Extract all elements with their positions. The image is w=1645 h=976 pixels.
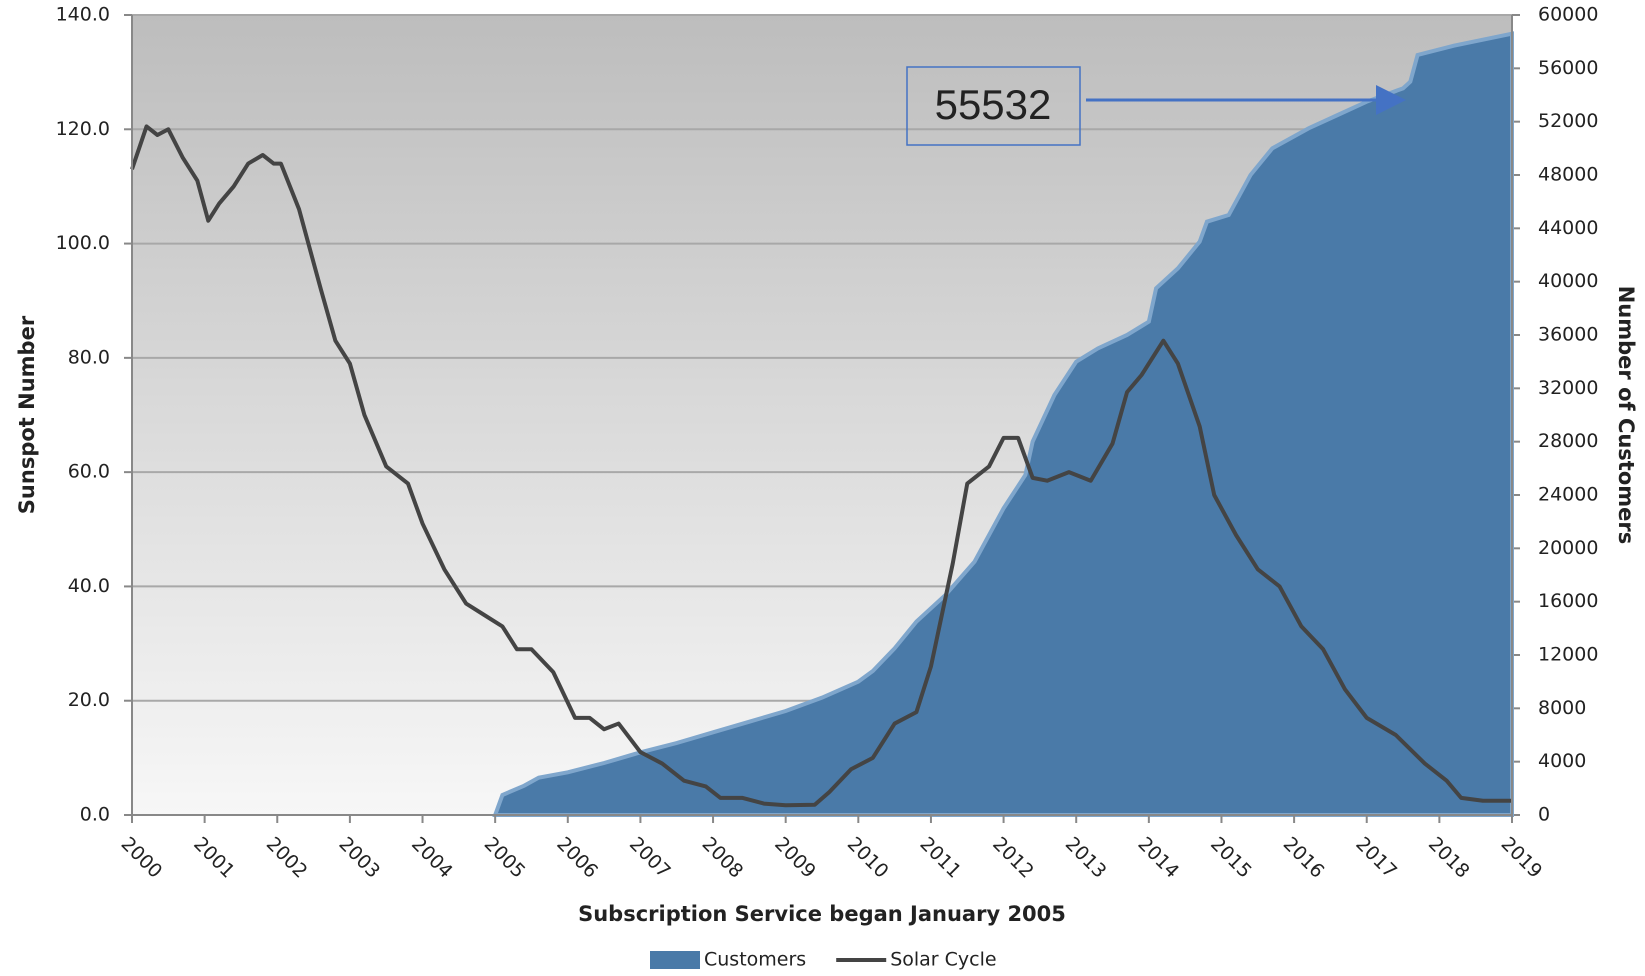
x-tick-label: 2013 (1061, 833, 1111, 883)
x-tick-label: 2012 (988, 833, 1038, 883)
y-tick-label: 120.0 (56, 118, 110, 140)
legend-swatch (650, 951, 700, 969)
y-tick-label: 80.0 (68, 346, 110, 368)
y2-tick-label: 8000 (1538, 697, 1586, 719)
x-tick-label: 2009 (770, 833, 820, 883)
y-tick-label: 140.0 (56, 4, 110, 26)
y2-tick-label: 40000 (1538, 270, 1598, 292)
y2-tick-label: 56000 (1538, 57, 1598, 79)
y2-tick-label: 52000 (1538, 110, 1598, 132)
x-tick-label: 2014 (1133, 833, 1183, 883)
x-tick-label: 2017 (1351, 833, 1401, 883)
annotation-box (906, 66, 1081, 146)
x-tick-label: 2007 (625, 833, 675, 883)
y2-axis-title: Number of Customers (1614, 286, 1638, 545)
y2-tick-label: 0 (1538, 804, 1550, 826)
x-tick-label: 2015 (1206, 833, 1256, 883)
y2-tick-label: 20000 (1538, 537, 1598, 559)
x-tick-label: 2006 (552, 833, 602, 883)
annotation: 55532 (935, 81, 1052, 128)
y-tick-label: 20.0 (68, 689, 110, 711)
x-axis-title: Subscription Service began January 2005 (578, 902, 1066, 926)
y-tick-label: 40.0 (68, 575, 110, 597)
x-tick-label: 2011 (916, 833, 966, 883)
x-tick-label: 2000 (117, 833, 167, 883)
x-tick-label: 2005 (480, 833, 530, 883)
x-tick-label: 2016 (1279, 833, 1329, 883)
line (130, 124, 1512, 808)
x-tick-label: 2002 (262, 833, 312, 883)
x-tick-label: 2010 (843, 833, 893, 883)
legend-label: Customers (704, 949, 806, 971)
y2-tick-label: 32000 (1538, 377, 1598, 399)
y2-tick-label: 24000 (1538, 484, 1598, 506)
y2-tick-label: 28000 (1538, 430, 1598, 452)
y-tick-label: 100.0 (56, 232, 110, 254)
x-tick-label: 2004 (407, 833, 457, 883)
area (492, 31, 1514, 817)
y2-tick-label: 48000 (1538, 164, 1598, 186)
y2-tick-label: 60000 (1538, 4, 1598, 26)
y-tick-label: 60.0 (68, 461, 110, 483)
y2-tick-label: 36000 (1538, 324, 1598, 346)
x-tick-label: 2019 (1497, 833, 1547, 883)
y-tick-label: 0.0 (80, 804, 110, 826)
x-tick-label: 2018 (1424, 833, 1474, 883)
x-tick-label: 2003 (334, 833, 384, 883)
y2-tick-label: 44000 (1538, 217, 1598, 239)
y-axis-title: Sunspot Number (15, 315, 39, 514)
x-tick-label: 2008 (698, 833, 748, 883)
y2-tick-label: 12000 (1538, 644, 1598, 666)
legend-label: Solar Cycle (890, 949, 996, 971)
y2-tick-label: 16000 (1538, 590, 1598, 612)
y2-tick-label: 4000 (1538, 750, 1586, 772)
x-tick-label: 2001 (189, 833, 239, 883)
